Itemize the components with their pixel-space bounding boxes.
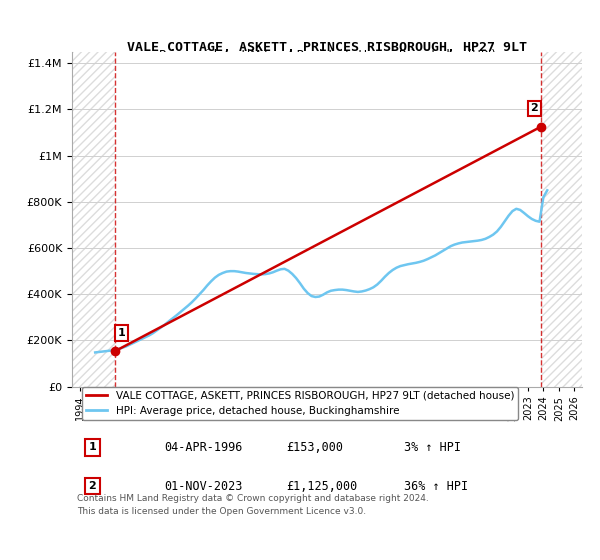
Text: £153,000: £153,000 xyxy=(286,441,343,454)
Bar xyxy=(72,52,115,386)
Text: Contains HM Land Registry data © Crown copyright and database right 2024.
This d: Contains HM Land Registry data © Crown c… xyxy=(77,494,429,516)
Text: Price paid vs. HM Land Registry's House Price Index (HPI): Price paid vs. HM Land Registry's House … xyxy=(158,49,496,62)
Text: 01-NOV-2023: 01-NOV-2023 xyxy=(164,479,242,492)
Text: 3% ↑ HPI: 3% ↑ HPI xyxy=(404,441,461,454)
Text: 36% ↑ HPI: 36% ↑ HPI xyxy=(404,479,467,492)
Text: 2: 2 xyxy=(530,104,538,114)
Bar xyxy=(541,52,582,386)
Text: £1,125,000: £1,125,000 xyxy=(286,479,358,492)
Text: VALE COTTAGE, ASKETT, PRINCES RISBOROUGH, HP27 9LT: VALE COTTAGE, ASKETT, PRINCES RISBOROUGH… xyxy=(127,41,527,54)
Bar xyxy=(72,52,115,386)
Text: 1: 1 xyxy=(89,442,96,452)
Legend: VALE COTTAGE, ASKETT, PRINCES RISBOROUGH, HP27 9LT (detached house), HPI: Averag: VALE COTTAGE, ASKETT, PRINCES RISBOROUGH… xyxy=(82,386,518,420)
Text: 1: 1 xyxy=(118,328,125,338)
Text: 04-APR-1996: 04-APR-1996 xyxy=(164,441,242,454)
Text: 2: 2 xyxy=(89,481,96,491)
